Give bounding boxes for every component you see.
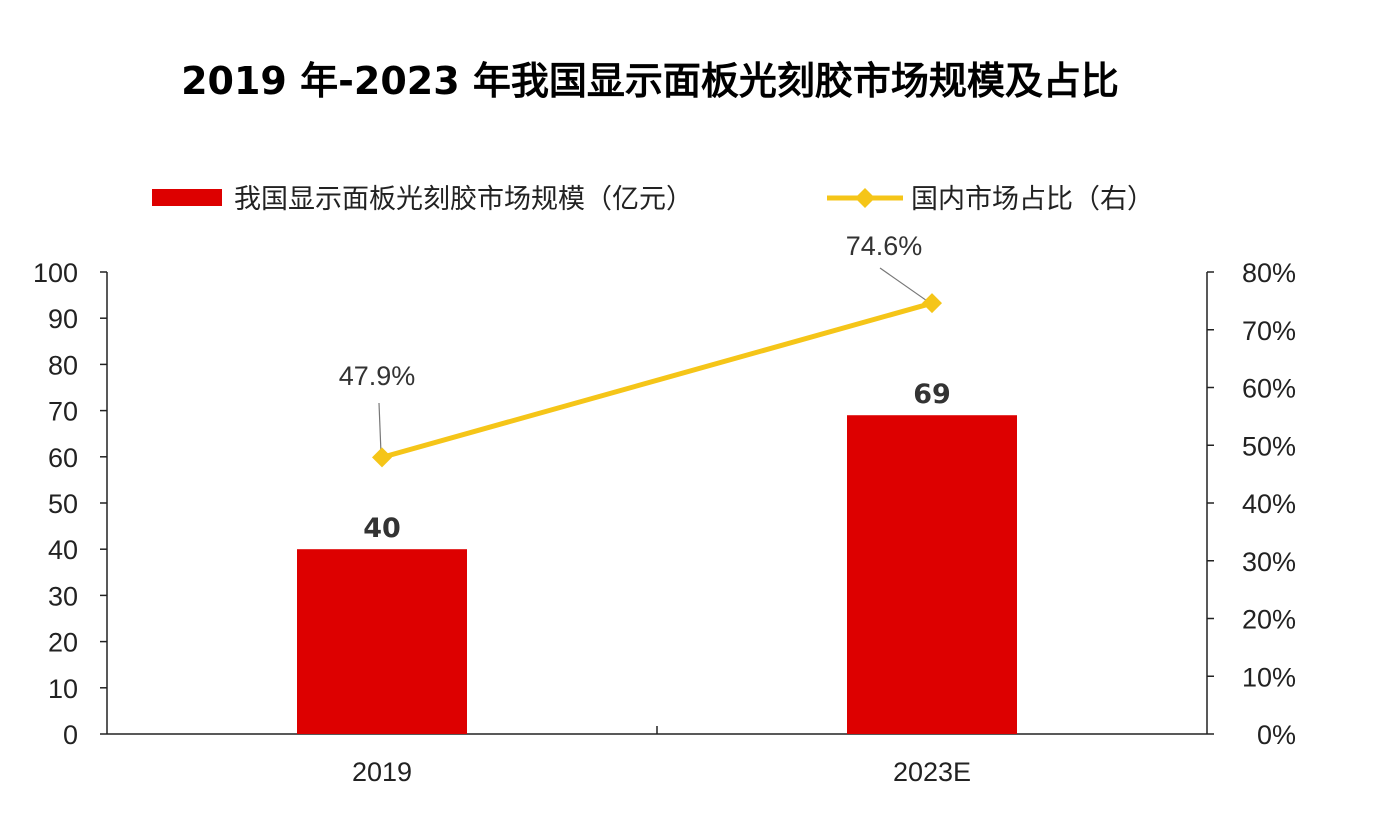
line-layer: 47.9% 74.6% [339,231,942,468]
right-tick-label: 60% [1242,374,1296,404]
left-tick-label: 90 [48,304,78,334]
left-tick-label: 50 [48,489,78,519]
left-tick-label: 40 [48,535,78,565]
legend-bar-label: 我国显示面板光刻胶市场规模（亿元） [234,184,693,215]
leader-line [378,402,382,454]
share-value-label: 74.6% [846,231,923,261]
x-tick-label: 2023E [893,757,971,787]
share-line [381,300,933,460]
left-tick-label: 60 [48,443,78,473]
legend-line-label: 国内市场占比（右） [911,184,1154,215]
legend: 我国显示面板光刻胶市场规模（亿元） 国内市场占比（右） [152,184,1154,215]
bar-2023E [847,415,1017,734]
legend-bar-swatch [152,189,222,206]
left-tick-label: 20 [48,628,78,658]
share-point-2019 [372,447,392,468]
right-tick-label: 70% [1242,316,1296,346]
bars: 40 69 [297,379,1017,734]
right-tick-label: 80% [1242,258,1296,288]
right-tick-label: 40% [1242,489,1296,519]
axes: 0 10 20 30 40 50 60 70 80 90 100 0% 10% 20% 30% 40% 50% 6… [33,258,1296,787]
left-tick-label: 10 [48,674,78,704]
bar-value-label: 69 [913,379,951,410]
leader-line [879,267,927,301]
left-tick-label: 30 [48,581,78,611]
left-tick-label: 0 [63,720,78,750]
left-tick-label: 100 [33,258,78,288]
share-point-2023E [922,293,942,314]
left-tick-label: 80 [48,350,78,380]
left-tick-label: 70 [48,397,78,427]
chart-title: 2019 年-2023 年我国显示面板光刻胶市场规模及占比 [181,59,1119,103]
bar-2019 [297,549,467,734]
right-tick-label: 30% [1242,547,1296,577]
right-tick-label: 10% [1242,662,1296,692]
right-tick-label: 50% [1242,431,1296,461]
legend-line-marker [855,188,875,208]
right-tick-label: 0% [1257,720,1296,750]
share-value-label: 47.9% [339,361,416,391]
bar-value-label: 40 [363,513,401,544]
right-tick-label: 20% [1242,605,1296,635]
x-tick-label: 2019 [352,757,412,787]
